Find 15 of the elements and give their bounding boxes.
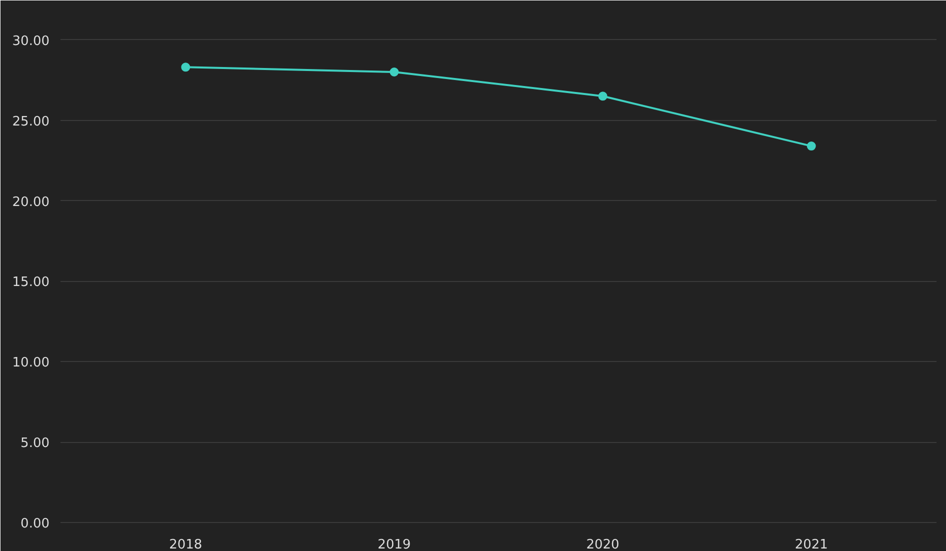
- x-tick-label: 2018: [169, 538, 202, 551]
- point: [181, 62, 190, 72]
- y-tick-label: 5.00: [20, 436, 50, 452]
- x-tick-label: 2020: [586, 538, 620, 551]
- x-tick-label: 2021: [794, 538, 828, 551]
- y-tick-label: 20.00: [12, 194, 50, 210]
- y-tick-label: 15.00: [12, 275, 50, 290]
- point: [390, 68, 399, 76]
- point: [598, 92, 608, 101]
- y-tick-label: 0.00: [20, 516, 50, 532]
- y-tick-label: 25.00: [12, 114, 50, 130]
- point: [806, 142, 816, 151]
- y-tick-label: 30.00: [12, 34, 50, 49]
- y-tick-label: 10.00: [12, 356, 50, 371]
- x-tick-label: 2019: [378, 538, 411, 551]
